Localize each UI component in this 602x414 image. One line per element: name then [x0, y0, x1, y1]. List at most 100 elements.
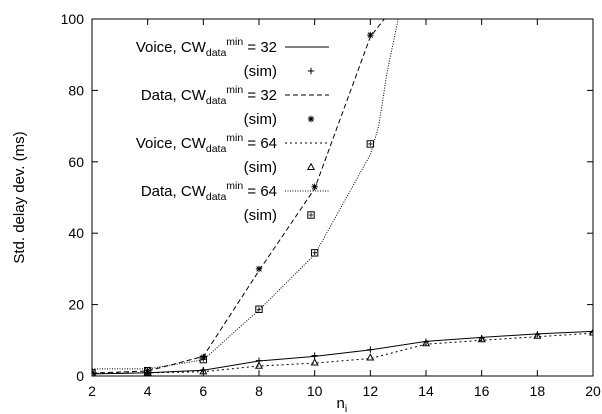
- legend-entry: (sim): [244, 207, 315, 224]
- data-point-square: [310, 249, 319, 257]
- data-point-square-inner: [256, 307, 262, 312]
- x-tick-label: 20: [585, 383, 601, 399]
- series-line: [92, 19, 385, 374]
- legend-label-main: Voice, CW: [136, 39, 207, 56]
- legend-label-superscript: min: [226, 132, 243, 144]
- legend-entry: (sim): [244, 111, 315, 128]
- data-point-star: [367, 31, 374, 39]
- legend-entry: Data, CWdatamin = 64: [141, 180, 329, 203]
- y-tick-label: 60: [68, 154, 84, 170]
- legend-label-superscript: min: [226, 36, 243, 48]
- data-point-square-inner: [92, 370, 95, 375]
- legend-label: (sim): [244, 159, 277, 176]
- data-point-star: [200, 353, 207, 361]
- x-tick-label: 12: [363, 383, 379, 399]
- legend-label-subscript: data: [206, 95, 227, 107]
- legend-label-value: = 64: [243, 183, 277, 200]
- legend-entry: Voice, CWdatamin = 64: [136, 132, 329, 155]
- legend-label: (sim): [244, 207, 277, 224]
- data-point-triangle: [254, 361, 264, 369]
- legend-label-subscript: data: [206, 191, 227, 203]
- legend-label-superscript: min: [226, 84, 243, 96]
- data-point-square-inner: [145, 368, 150, 373]
- data-point-plus: [367, 346, 374, 353]
- x-axis-label-main: n: [337, 395, 345, 412]
- series-0: [92, 330, 593, 375]
- data-point-square: [199, 355, 208, 364]
- legend-label-text: (sim): [244, 63, 277, 80]
- data-point-triangle: [421, 338, 431, 347]
- data-point-square-inner: [368, 141, 373, 147]
- data-point-triangle: [588, 328, 593, 336]
- x-tick-label: 6: [199, 383, 207, 399]
- x-tick-label: 2: [88, 383, 96, 399]
- data-point-square-inner: [312, 250, 317, 256]
- series-2: [92, 19, 385, 374]
- y-tick-label: 40: [68, 225, 84, 241]
- x-tick-label: 14: [418, 383, 434, 399]
- y-tick-label: 20: [68, 297, 84, 313]
- data-point-triangle: [306, 162, 316, 171]
- legend-entry: (sim): [244, 63, 315, 80]
- series-layer: [92, 19, 593, 376]
- x-tick-label: 16: [474, 383, 490, 399]
- series-line: [92, 330, 593, 375]
- data-point-square-inner: [308, 212, 314, 218]
- data-point-square: [307, 211, 315, 219]
- data-point-star: [255, 265, 263, 273]
- legend-label-main: Data, CW: [141, 183, 207, 200]
- legend-label-main: Data, CW: [141, 87, 207, 104]
- data-point-triangle: [199, 367, 208, 375]
- data-point-square-inner: [201, 357, 206, 362]
- x-axis-label: ni: [337, 395, 348, 414]
- legend-label: Data, CWdatamin = 32: [141, 84, 277, 107]
- legend-label-text: (sim): [244, 111, 277, 128]
- y-tick-label: 100: [61, 11, 85, 27]
- legend-label-text: (sim): [244, 159, 277, 176]
- data-point-plus: [307, 67, 315, 75]
- data-point-triangle: [477, 334, 486, 343]
- data-point-square: [92, 369, 96, 376]
- legend-label-superscript: min: [226, 180, 243, 192]
- legend-label-value: = 32: [243, 39, 277, 56]
- legend-label-value: = 64: [243, 135, 277, 152]
- data-point-square: [366, 140, 375, 148]
- x-tick-label: 4: [144, 383, 152, 399]
- series-4: [92, 332, 593, 374]
- data-point-plus: [311, 352, 318, 359]
- y-axis-label: Std. delay dev. (ms): [11, 131, 28, 263]
- plot-area-border: [91, 18, 594, 377]
- legend-label: (sim): [244, 63, 277, 80]
- legend-entry: Voice, CWdatamin = 32: [136, 36, 329, 59]
- plot-frame: [91, 18, 594, 377]
- series-line: [92, 332, 593, 374]
- legend-label-value: = 32: [243, 87, 277, 104]
- legend-label: Voice, CWdatamin = 64: [136, 132, 277, 155]
- series-5: [92, 328, 593, 376]
- axis-ticks: 2 4 6 8 10 12 14 16 18 20 0 20 40 60 80 100: [61, 11, 601, 399]
- legend-entry: Data, CWdatamin = 32: [141, 84, 329, 107]
- data-point-triangle: [533, 331, 542, 339]
- data-point-triangle: [143, 368, 152, 376]
- data-point-star: [311, 183, 318, 190]
- series-7: [92, 140, 375, 376]
- y-tick-label: 0: [76, 368, 84, 384]
- legend-label-subscript: data: [206, 47, 227, 59]
- data-point-square: [255, 305, 263, 313]
- legend-label-subscript: data: [206, 143, 227, 155]
- data-point-square: [143, 366, 152, 375]
- legend-label: (sim): [244, 111, 277, 128]
- x-axis-label-sub: i: [345, 403, 347, 414]
- x-tick-label: 8: [255, 383, 263, 399]
- legend: Voice, CWdatamin = 32(sim)Data, CWdatami…: [136, 36, 329, 224]
- x-tick-label: 10: [307, 383, 323, 399]
- legend-label: Voice, CWdatamin = 32: [136, 36, 277, 59]
- legend-label-main: Voice, CW: [136, 135, 207, 152]
- data-point-triangle: [366, 353, 375, 361]
- data-point-star: [307, 115, 315, 123]
- legend-label: Data, CWdatamin = 64: [141, 180, 277, 203]
- y-tick-label: 80: [68, 82, 84, 98]
- legend-entry: (sim): [244, 159, 316, 176]
- x-tick-label: 18: [530, 383, 546, 399]
